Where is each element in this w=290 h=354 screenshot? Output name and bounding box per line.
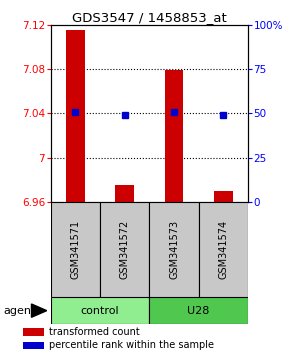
Text: GSM341573: GSM341573 (169, 220, 179, 279)
Title: GDS3547 / 1458853_at: GDS3547 / 1458853_at (72, 11, 227, 24)
Bar (149, 297, 248, 324)
Text: GSM341574: GSM341574 (218, 220, 228, 279)
Bar (51, 297, 149, 324)
Bar (149, 202, 199, 297)
Bar (23, 329, 44, 336)
Bar (23, 342, 44, 349)
Text: GSM341572: GSM341572 (120, 220, 130, 279)
Bar (214, 191, 233, 202)
Text: U28: U28 (187, 306, 210, 316)
Text: control: control (81, 306, 119, 316)
Bar (165, 70, 183, 202)
Bar (66, 30, 85, 202)
Text: transformed count: transformed count (49, 327, 140, 337)
Bar (115, 185, 134, 202)
Polygon shape (31, 304, 47, 317)
Text: GSM341571: GSM341571 (70, 220, 80, 279)
Text: percentile rank within the sample: percentile rank within the sample (49, 340, 214, 350)
Bar (100, 202, 149, 297)
Text: agent: agent (3, 306, 35, 316)
Bar (51, 202, 100, 297)
Bar (199, 202, 248, 297)
